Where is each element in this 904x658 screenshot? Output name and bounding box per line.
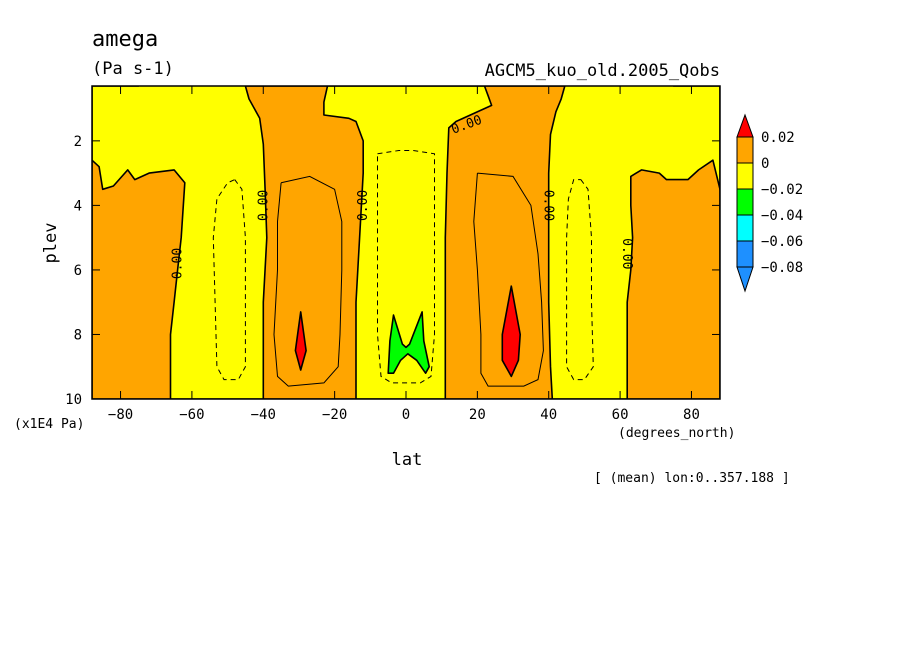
- x-tick-label: 60: [612, 407, 629, 423]
- colorbar-swatch: [736, 162, 754, 190]
- x-axis-unit: (degrees_north): [618, 426, 735, 441]
- colorbar-swatch: [736, 136, 754, 164]
- contour-fill-sh-subtropical-trough: [92, 86, 268, 399]
- colorbar-high-arrow: [736, 113, 754, 138]
- contour-fill-equatorial-green-minimum: [387, 311, 431, 375]
- chart-title: amega: [92, 27, 158, 52]
- colorbar-label: −0.02: [761, 182, 803, 198]
- colorbar-label: −0.08: [761, 260, 803, 276]
- y-axis-unit: (x1E4 Pa): [14, 417, 84, 432]
- colorbar-label: 0: [761, 156, 769, 172]
- contour-line-1: [566, 179, 594, 381]
- colorbar-label: −0.04: [761, 208, 803, 224]
- colorbar-swatch: [736, 240, 754, 268]
- y-tick-label: 4: [74, 198, 82, 214]
- x-tick-label: 40: [540, 407, 557, 423]
- x-tick-label: −60: [179, 407, 204, 423]
- y-axis-label: plev: [41, 223, 61, 264]
- chart-units: (Pa s-1): [92, 59, 174, 79]
- contour-line-3: [273, 175, 343, 387]
- colorbar-swatch: [736, 214, 754, 242]
- contour-fill-nh-subtropical-trough: [547, 86, 720, 399]
- plot-area: [92, 86, 720, 399]
- colorbar-low-arrow: [736, 266, 754, 293]
- contour-line-0: [212, 179, 246, 381]
- mean-annotation: [ (mean) lon:0..357.188 ]: [594, 471, 790, 486]
- colorbar-swatch: [736, 188, 754, 216]
- contour-label-4: 0.00: [541, 190, 556, 221]
- contour-label-2: 0.00: [356, 190, 371, 221]
- x-tick-label: 20: [469, 407, 486, 423]
- x-axis: −80 −60 −40 −20 0 20 40 60 80: [108, 86, 700, 423]
- colorbar: 0.02 0 −0.02 −0.04 −0.06 −0.08: [736, 113, 803, 293]
- contour-line-2: [377, 150, 435, 384]
- colorbar-label: −0.06: [761, 234, 803, 250]
- y-tick-label: 10: [65, 392, 82, 408]
- colorbar-label: 0.02: [761, 130, 795, 146]
- y-axis: 2 4 6 8 10: [65, 134, 720, 408]
- contour-fill-equatorial-column: [323, 86, 493, 399]
- y-tick-label: 2: [74, 134, 82, 150]
- x-tick-label: −80: [108, 407, 133, 423]
- contour-label-1: 0.00: [256, 190, 271, 221]
- contour-fill-nh-red-maximum: [501, 285, 522, 378]
- x-tick-label: 80: [683, 407, 700, 423]
- x-tick-label: −20: [322, 407, 347, 423]
- x-axis-label: lat: [392, 450, 423, 470]
- y-tick-label: 8: [74, 327, 82, 343]
- contour-label-5: 0.00: [619, 238, 634, 269]
- x-tick-label: 0: [402, 407, 410, 423]
- x-tick-label: −40: [251, 407, 276, 423]
- chart-source: AGCM5_kuo_old.2005_Qobs: [485, 61, 720, 81]
- y-tick-label: 6: [74, 263, 82, 279]
- contour-label-0: 0.00: [171, 248, 186, 279]
- contour-line-4: [473, 172, 544, 387]
- contour-fill-sh-red-maximum: [294, 311, 307, 371]
